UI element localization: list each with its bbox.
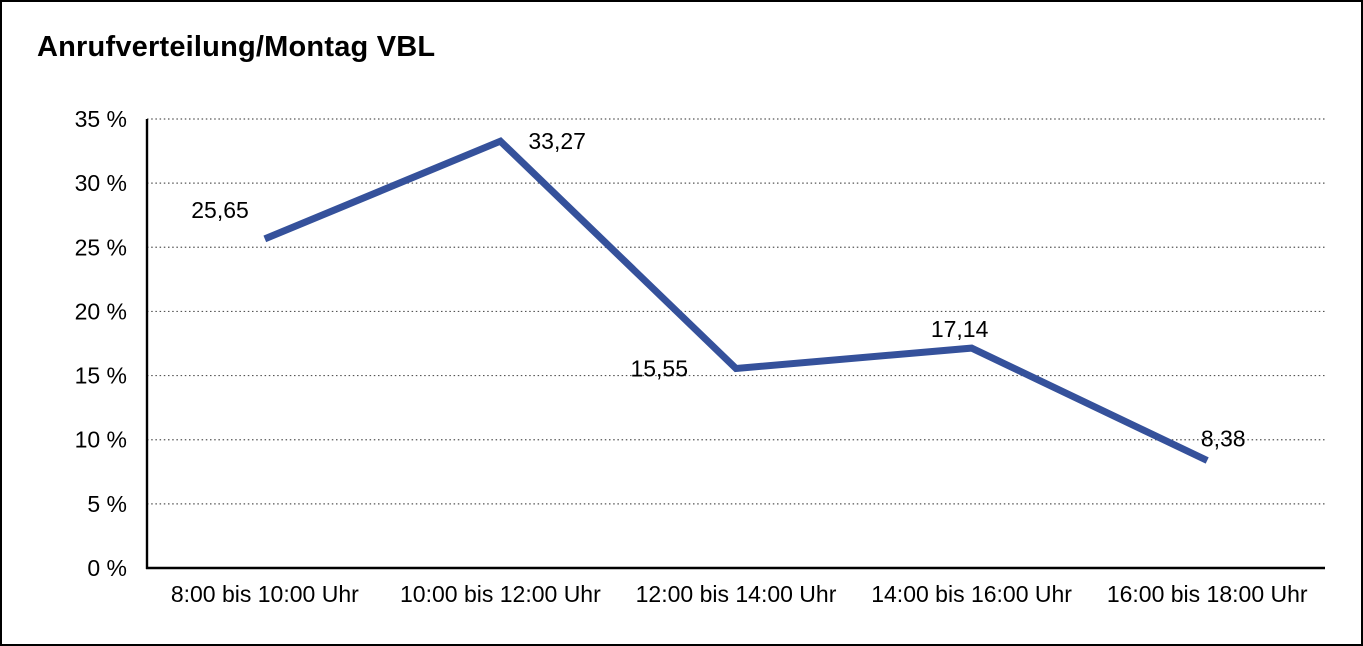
x-axis-tick-label: 14:00 bis 16:00 Uhr: [871, 581, 1072, 607]
x-axis-tick-label: 16:00 bis 18:00 Uhr: [1107, 581, 1308, 607]
data-point-label: 8,38: [1201, 425, 1246, 451]
y-axis-tick-label: 15 %: [75, 363, 127, 389]
data-point-label: 33,27: [528, 128, 586, 154]
chart-title: Anrufverteilung/Montag VBL: [37, 31, 436, 63]
y-axis-tick-label: 25 %: [75, 234, 127, 260]
y-axis-tick-label: 10 %: [75, 427, 127, 453]
x-axis-tick-label: 10:00 bis 12:00 Uhr: [400, 581, 601, 607]
data-point-label: 25,65: [191, 197, 249, 223]
data-line: [263, 137, 1209, 464]
y-axis-tick-label: 30 %: [75, 170, 127, 196]
data-point-label: 17,14: [931, 316, 989, 342]
y-axis-tick-label: 35 %: [75, 106, 127, 132]
y-axis-tick-label: 20 %: [75, 298, 127, 324]
x-axis-tick-label: 8:00 bis 10:00 Uhr: [171, 581, 359, 607]
y-axis-tick-label: 5 %: [87, 491, 127, 517]
y-axis-tick-label: 0 %: [87, 555, 127, 581]
x-axis-tick-label: 12:00 bis 14:00 Uhr: [636, 581, 837, 607]
data-point-label: 15,55: [630, 356, 688, 382]
